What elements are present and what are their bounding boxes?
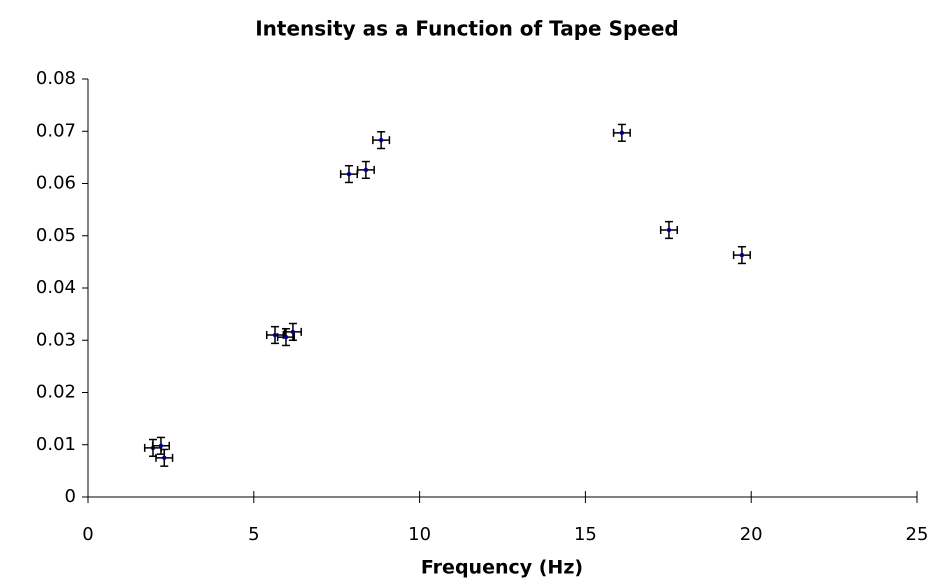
x-tick-label: 20	[740, 524, 763, 545]
y-tick-label: 0.08	[36, 68, 76, 89]
point	[162, 455, 167, 461]
y-tick-label: 0.02	[36, 382, 76, 403]
point	[363, 167, 369, 173]
y-tick-label: 0.06	[36, 173, 76, 194]
y-tick-label: 0.04	[36, 277, 76, 298]
point	[272, 332, 278, 338]
x-tick-label: 15	[574, 524, 597, 545]
x-tick-label: 0	[82, 524, 93, 545]
point	[378, 137, 384, 143]
point	[739, 252, 745, 258]
point	[290, 329, 296, 335]
y-tick-label: 0.03	[36, 329, 76, 350]
x-tick-label: 25	[906, 524, 929, 545]
point	[666, 227, 672, 233]
y-tick-label: 0.01	[36, 434, 76, 455]
point	[346, 171, 352, 177]
x-axis-title: Frequency (Hz)	[421, 557, 583, 579]
y-tick-label: 0.07	[36, 120, 76, 141]
y-tick-label: 0	[65, 486, 76, 507]
point	[619, 130, 625, 136]
y-tick-label: 0.05	[36, 225, 76, 246]
chart-title: Intensity as a Function of Tape Speed	[255, 17, 679, 41]
point	[158, 443, 164, 448]
x-tick-label: 10	[408, 524, 431, 545]
x-tick-label: 5	[248, 524, 259, 545]
point	[283, 334, 289, 340]
